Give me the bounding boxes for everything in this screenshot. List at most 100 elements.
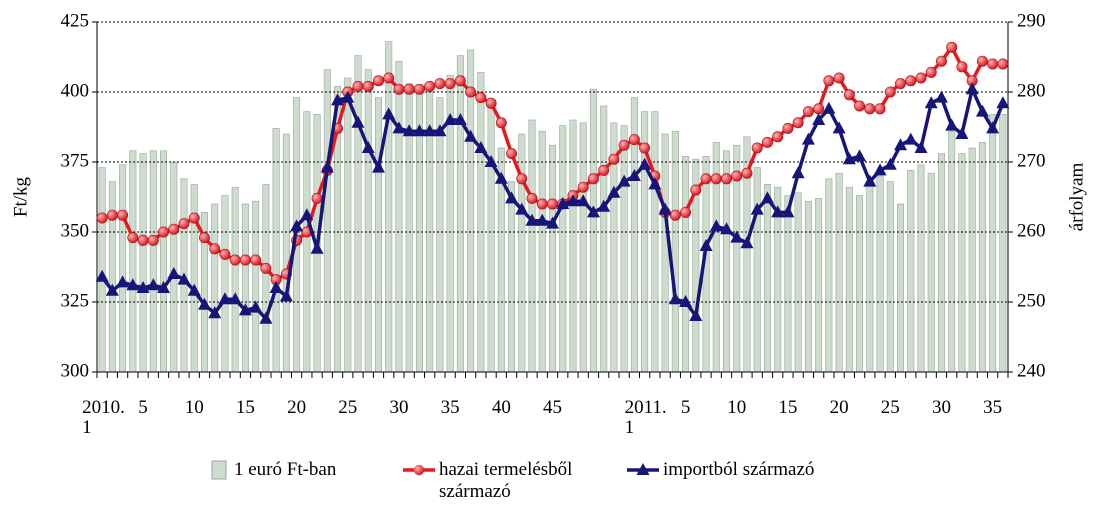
marker [146,278,160,291]
marker [597,199,611,212]
bar [989,114,997,373]
marker [229,254,241,266]
marker [874,103,886,115]
bar [477,72,485,373]
marker [127,232,139,244]
marker [740,236,754,249]
x-tick-label: 35 [440,397,460,418]
x-tick-label: 25 [880,397,900,418]
legend-swatch [211,460,227,480]
y2-tick-label: 250 [1017,290,1046,311]
marker [680,206,692,218]
x-tick-label: 5 [680,397,691,418]
marker [782,122,794,134]
marker [535,213,549,226]
marker [546,216,559,229]
marker [894,138,908,151]
marker [372,75,384,87]
bar [968,147,976,373]
marker [515,202,529,215]
x-tick-label: 2010. 1 [82,397,125,438]
marker [178,218,190,230]
x-tick-label: 35 [983,397,1003,418]
marker [832,121,846,134]
marker [833,72,845,84]
bar [221,195,229,373]
bar [538,130,546,373]
legend-label: 1 euró Ft-ban [234,459,337,480]
marker [218,292,232,305]
marker [648,177,662,190]
marker [249,300,263,313]
marker [668,292,682,305]
bar [436,97,444,373]
bar [661,133,669,373]
marker [771,205,785,218]
marker [802,106,814,118]
marker [628,134,640,146]
marker [444,78,456,90]
marker [546,198,558,210]
marker [453,113,467,125]
bar [886,181,894,373]
x-tick-label: 15 [235,397,255,418]
marker [598,164,610,176]
bar [999,114,1007,373]
marker [638,157,652,170]
bar [978,142,986,373]
x-tick-label: 20 [287,397,307,418]
marker [443,113,457,125]
marker [986,121,1000,134]
marker [822,101,836,114]
marker [976,55,988,67]
marker [720,222,734,235]
marker [895,78,907,90]
y2-tick-label: 270 [1017,150,1046,171]
marker [935,55,947,67]
marker [853,149,867,162]
marker [577,181,589,193]
marker [167,267,181,279]
marker [158,226,170,238]
marker [106,209,118,221]
marker [760,191,774,204]
y-tick-label: 400 [61,80,90,101]
marker [925,66,937,78]
marker [474,141,488,153]
bar [620,125,628,373]
marker [843,89,855,101]
bar [354,55,362,373]
bar [835,172,843,373]
marker [679,295,693,307]
bar [651,111,659,373]
marker [965,82,979,95]
marker [772,131,784,143]
legend-marker [636,463,650,475]
legend-marker [413,464,425,476]
bar [170,161,178,373]
bar [815,198,823,373]
marker [873,163,887,176]
bar [937,153,945,373]
bar [241,203,249,373]
marker [812,113,826,125]
marker [362,80,374,92]
y-tick-label: 375 [61,150,90,171]
bar [456,55,464,373]
bar [528,119,536,373]
marker [945,118,959,131]
bar [897,203,905,373]
bar [753,167,761,373]
marker [392,121,406,134]
marker [352,80,364,92]
bar [559,125,567,373]
marker [689,309,703,321]
marker [116,275,130,288]
x-tick-label: 15 [778,397,798,418]
marker [423,124,437,137]
marker [864,103,876,115]
marker [260,262,272,274]
marker [751,142,763,154]
marker [187,283,201,296]
